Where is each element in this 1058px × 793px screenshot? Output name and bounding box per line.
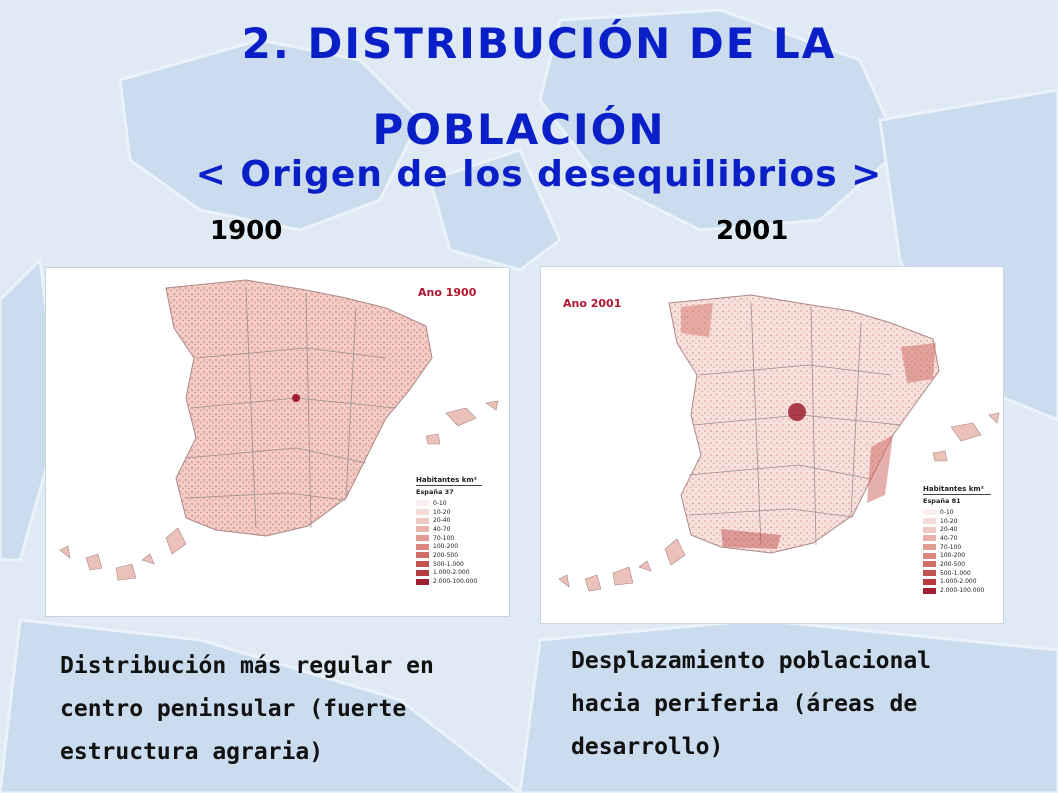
legend-item: 100-200 — [923, 551, 991, 560]
legend-item-label: 500-1.000 — [433, 560, 464, 568]
legend-item: 0-10 — [416, 499, 482, 508]
legend-rows-1900: 0-10 10-20 20-40 40-70 70-100 100-200 200-500 5… — [416, 499, 482, 586]
caption-2001: Desplazamiento poblacional hacia perifer… — [571, 640, 1011, 769]
legend-item: 20-40 — [416, 516, 482, 525]
legend-swatch — [416, 552, 429, 559]
caption-line: desarrollo) — [571, 734, 724, 760]
legend-item-label: 100-200 — [433, 543, 459, 551]
legend-2001: Habitantes km² España 81 0-10 10-20 20-40 4… — [923, 485, 991, 595]
legend-swatch — [416, 526, 429, 533]
legend-item-label: 1.000-2.000 — [940, 578, 977, 586]
legend-item-label: 10-20 — [433, 508, 451, 516]
slide-subtitle: < Origen de los desequilibrios > — [195, 154, 883, 195]
legend-swatch — [923, 552, 936, 559]
legend-item-label: 500-1.000 — [940, 569, 971, 577]
caption-line: hacia periferia (áreas de — [571, 691, 918, 717]
map-panel-1900: Ano 1900 Habitantes km² España 37 0-10 10… — [46, 268, 509, 616]
legend-swatch — [923, 544, 936, 551]
caption-line: estructura agraria) — [60, 739, 324, 765]
legend-item: 40-70 — [416, 525, 482, 534]
legend-swatch — [416, 517, 429, 524]
legend-item-label: 200-500 — [940, 560, 966, 568]
legend-subtitle: España 81 — [923, 497, 961, 505]
caption-line: centro peninsular (fuerte — [60, 696, 407, 722]
legend-swatch — [416, 509, 429, 516]
year-label-left: 1900 — [210, 216, 283, 246]
legend-swatch — [416, 543, 429, 550]
legend-item: 10-20 — [923, 517, 991, 526]
legend-item-label: 70-100 — [940, 543, 962, 551]
legend-swatch — [923, 578, 936, 585]
caption-line: Distribución más regular en — [60, 653, 434, 679]
legend-item-label: 1.000-2.000 — [433, 569, 470, 577]
legend-title: Habitantes km² — [416, 476, 482, 486]
map-label-2001: Ano 2001 — [563, 297, 622, 310]
slide-title: 2. DISTRIBUCIÓN DE LA POBLACIÓN — [0, 18, 1058, 156]
legend-1900: Habitantes km² España 37 0-10 10-20 20-40 4… — [416, 476, 482, 586]
legend-item: 100-200 — [416, 542, 482, 551]
legend-swatch — [923, 587, 936, 594]
legend-item-label: 20-40 — [433, 517, 451, 525]
year-label-right: 2001 — [716, 216, 789, 246]
legend-item: 200-500 — [416, 551, 482, 560]
legend-item-label: 70-100 — [433, 534, 455, 542]
legend-item-label: 2.000-100.000 — [433, 578, 478, 586]
legend-swatch — [416, 561, 429, 568]
legend-item: 10-20 — [416, 508, 482, 517]
legend-swatch — [923, 535, 936, 542]
legend-swatch — [923, 509, 936, 516]
legend-swatch — [923, 526, 936, 533]
legend-item: 0-10 — [923, 508, 991, 517]
legend-item-label: 40-70 — [433, 525, 451, 533]
legend-item-label: 0-10 — [433, 499, 447, 507]
legend-swatch — [923, 570, 936, 577]
legend-swatch — [923, 518, 936, 525]
legend-title: Habitantes km² — [923, 485, 991, 495]
legend-swatch — [416, 535, 429, 542]
legend-item: 1.000-2.000 — [923, 578, 991, 587]
title-line-1: 2. DISTRIBUCIÓN DE LA — [241, 19, 837, 68]
legend-swatch — [416, 569, 429, 576]
spain-map-1900 — [59, 279, 499, 581]
legend-item-label: 10-20 — [940, 517, 958, 525]
legend-item: 70-100 — [923, 543, 991, 552]
caption-line: Desplazamiento poblacional — [571, 648, 932, 674]
legend-swatch — [923, 561, 936, 568]
caption-1900: Distribución más regular en centro penin… — [60, 645, 500, 774]
map-panel-2001: Ano 2001 Habitantes km² España 81 0-10 10… — [541, 267, 1003, 623]
legend-item: 40-70 — [923, 534, 991, 543]
legend-item-label: 2.000-100.000 — [940, 587, 985, 595]
map-label-1900: Ano 1900 — [418, 286, 477, 299]
legend-item: 70-100 — [416, 534, 482, 543]
legend-item: 2.000-100.000 — [923, 586, 991, 595]
legend-swatch — [416, 500, 429, 507]
title-line-2: POBLACIÓN — [372, 105, 666, 154]
legend-item-label: 20-40 — [940, 526, 958, 534]
legend-item-label: 100-200 — [940, 552, 966, 560]
legend-item: 1.000-2.000 — [416, 569, 482, 578]
legend-item-label: 200-500 — [433, 551, 459, 559]
legend-item: 500-1.000 — [923, 569, 991, 578]
spain-map-2001 — [558, 294, 1000, 592]
legend-swatch — [416, 578, 429, 585]
legend-item-label: 0-10 — [940, 508, 954, 516]
legend-subtitle: España 37 — [416, 488, 454, 496]
legend-rows-2001: 0-10 10-20 20-40 40-70 70-100 100-200 200-500 5… — [923, 508, 991, 595]
legend-item: 500-1.000 — [416, 560, 482, 569]
legend-item-label: 40-70 — [940, 534, 958, 542]
legend-item: 2.000-100.000 — [416, 577, 482, 586]
legend-item: 20-40 — [923, 525, 991, 534]
legend-item: 200-500 — [923, 560, 991, 569]
